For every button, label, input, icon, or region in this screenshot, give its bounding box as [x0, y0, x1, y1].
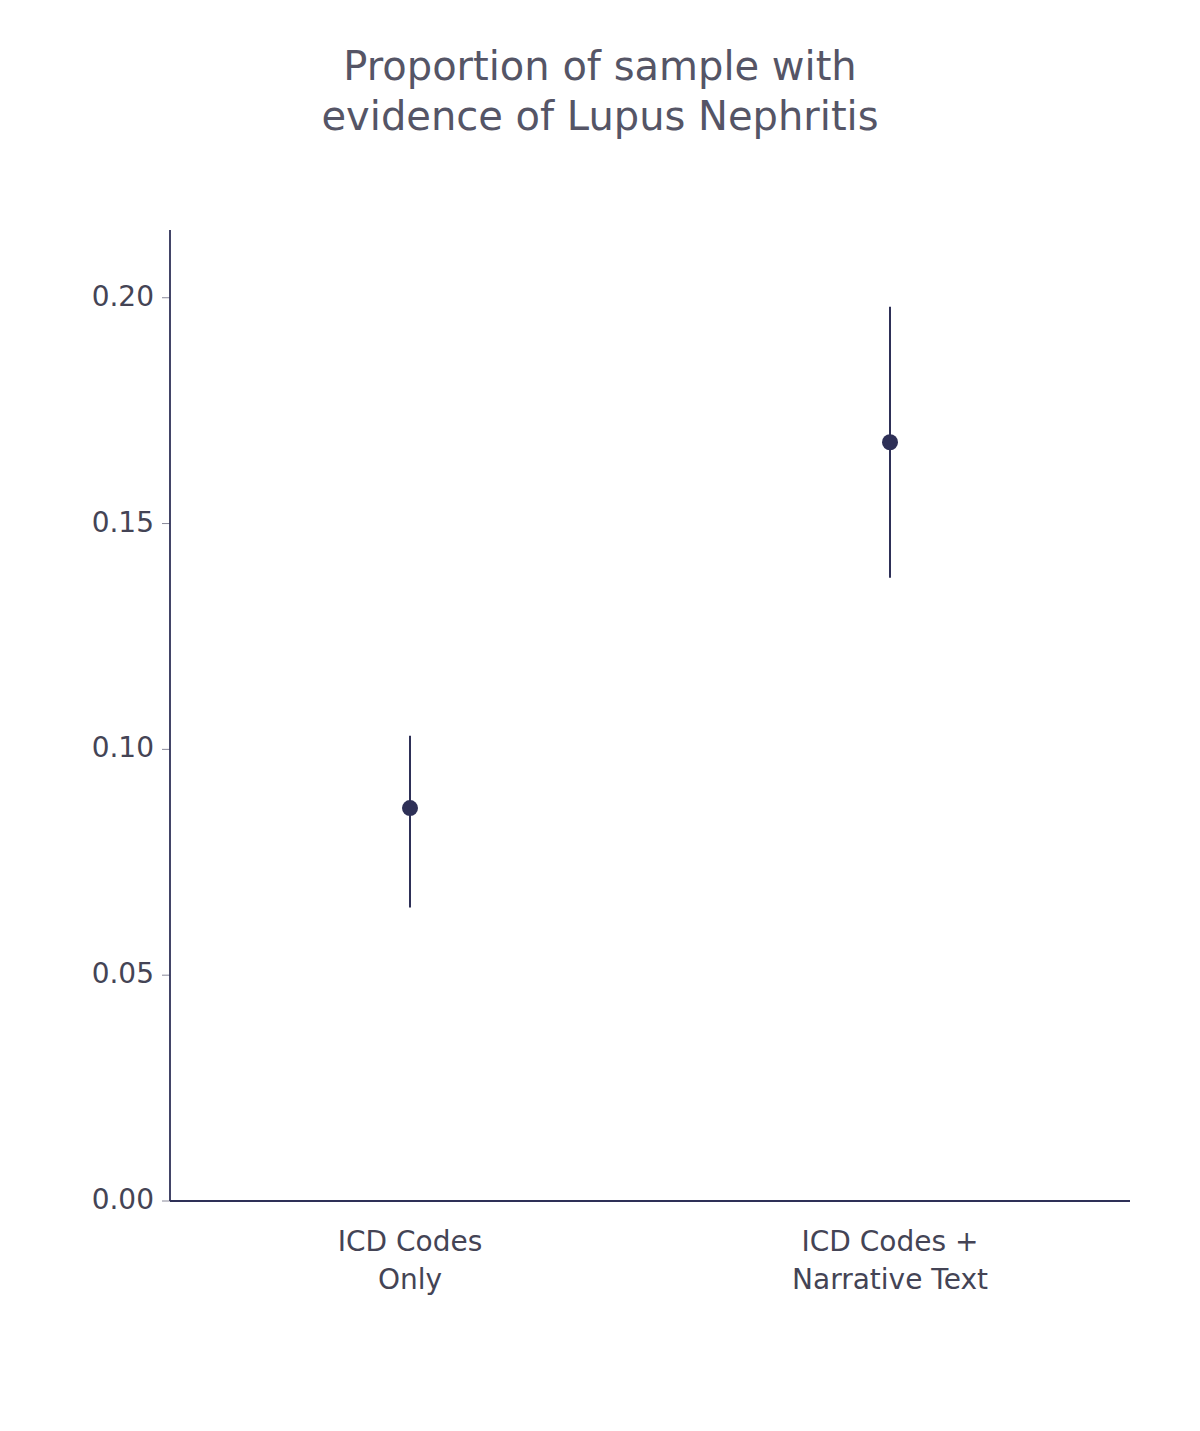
x-axis: ICD Codes Only ICD Codes + Narrative Text — [338, 1225, 988, 1296]
y-tick-label: 0.15 — [92, 506, 154, 539]
y-tick-label: 0.20 — [92, 280, 154, 313]
y-tick-label: 0.00 — [92, 1183, 154, 1216]
y-tick — [162, 297, 170, 298]
y-axis: 0.00 0.05 0.10 0.15 0.20 — [92, 280, 170, 1216]
chart-container: Proportion of sample withevidence of Lup… — [0, 0, 1200, 1431]
x-tick-label: ICD Codes + Narrative Text — [792, 1225, 988, 1296]
x-axis-line — [170, 1200, 1130, 1202]
marks — [402, 307, 898, 908]
y-axis-line — [169, 230, 171, 1201]
point — [882, 434, 898, 450]
y-tick — [162, 749, 170, 750]
chart-svg: Proportion of sample withevidence of Lup… — [0, 0, 1200, 1431]
y-tick-label: 0.05 — [92, 957, 154, 990]
x-tick-label: ICD Codes Only — [338, 1225, 483, 1296]
text-line: evidence of Lupus Nephritis — [321, 93, 878, 139]
y-tick-label: 0.10 — [92, 731, 154, 764]
text-line: Only — [378, 1263, 442, 1296]
text-line: Narrative Text — [792, 1263, 988, 1296]
error-bar — [409, 736, 411, 908]
y-tick — [162, 523, 170, 524]
y-tick — [162, 1201, 170, 1202]
point — [402, 800, 418, 816]
page: {"chart_data": {"type": "errorbar", "tit… — [0, 0, 1200, 1431]
text-line: ICD Codes — [338, 1225, 483, 1258]
chart-title: Proportion of sample withevidence of Lup… — [321, 43, 878, 139]
text-line: ICD Codes + — [802, 1225, 979, 1258]
text-line: Proportion of sample with — [343, 43, 856, 89]
y-tick — [162, 975, 170, 976]
